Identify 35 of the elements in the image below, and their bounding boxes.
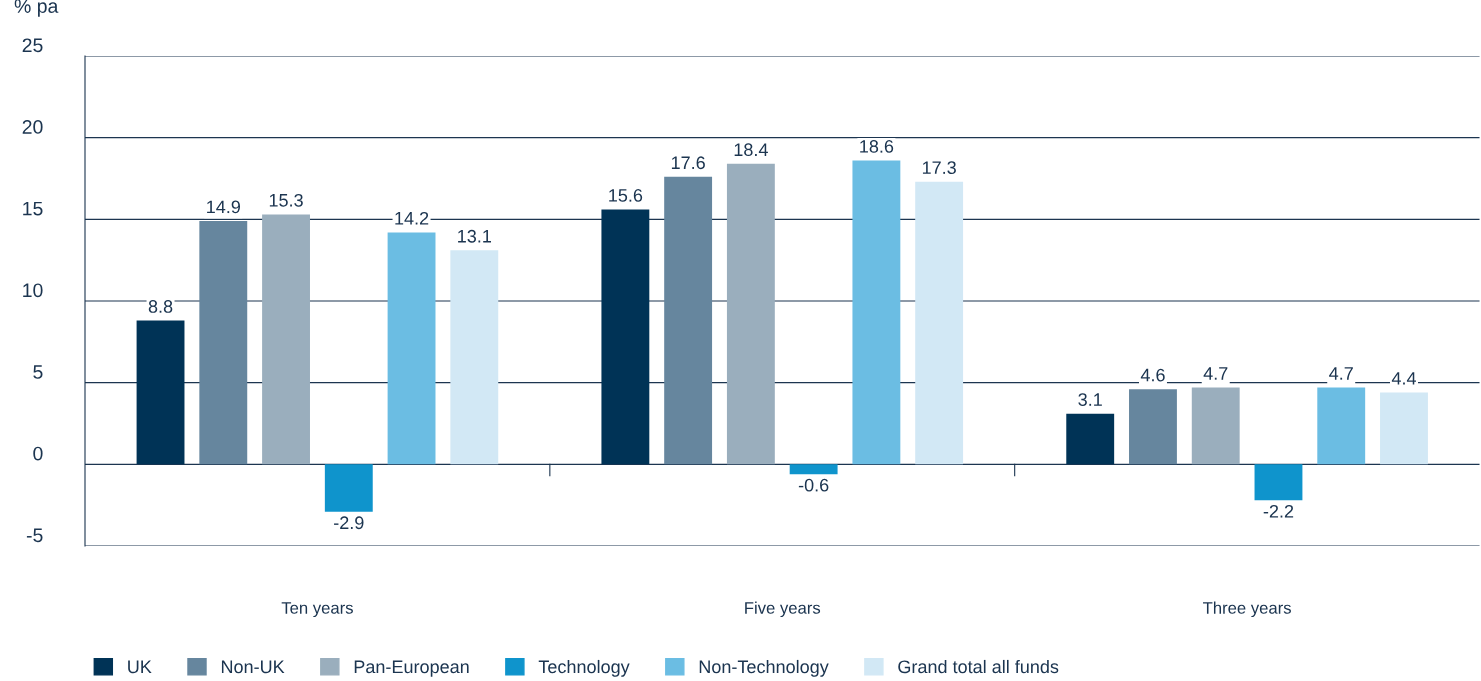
data-label: -0.6 bbox=[798, 478, 829, 492]
data-label: 3.1 bbox=[1078, 393, 1102, 406]
legend-label: Grand total all funds bbox=[898, 659, 1059, 674]
y-axis-title: % pa bbox=[14, 0, 59, 17]
data-label: 15.3 bbox=[269, 193, 303, 207]
data-label: 15.6 bbox=[609, 189, 643, 202]
data-label: 17.3 bbox=[922, 161, 956, 175]
y-tick-label: 15 bbox=[23, 201, 43, 216]
data-label: 14.2 bbox=[395, 211, 429, 225]
y-tick-label: 10 bbox=[23, 283, 43, 298]
data-label: -2.2 bbox=[1263, 504, 1294, 518]
data-label: 4.6 bbox=[1140, 368, 1165, 382]
x-tick-label: Ten years bbox=[281, 602, 353, 618]
legend-label: UK bbox=[128, 660, 152, 674]
data-label: 4.4 bbox=[1391, 372, 1417, 385]
data-label: 14.9 bbox=[207, 200, 241, 214]
data-label: 8.8 bbox=[148, 300, 173, 313]
legend-label: Non-Technology bbox=[699, 659, 829, 677]
data-label: -2.9 bbox=[334, 516, 364, 530]
data-label: 18.4 bbox=[734, 143, 768, 157]
data-label: 13.1 bbox=[458, 229, 491, 243]
legend-label: Non-UK bbox=[221, 660, 285, 674]
legend-label: Technology bbox=[538, 659, 630, 677]
data-label: 17.6 bbox=[671, 156, 705, 170]
x-tick-label: Five years bbox=[745, 601, 821, 618]
y-tick-label: -5 bbox=[26, 528, 43, 543]
data-label: 4.7 bbox=[1329, 367, 1353, 380]
data-label: 4.7 bbox=[1203, 367, 1228, 380]
legend-label: Pan-European bbox=[354, 660, 469, 677]
y-tick-label: 20 bbox=[22, 120, 43, 134]
x-tick-label: Three years bbox=[1203, 601, 1291, 618]
y-tick-label: 25 bbox=[22, 38, 43, 53]
y-tick-label: 5 bbox=[33, 365, 43, 379]
y-tick-label: 0 bbox=[33, 446, 43, 461]
data-label: 18.6 bbox=[860, 140, 894, 153]
